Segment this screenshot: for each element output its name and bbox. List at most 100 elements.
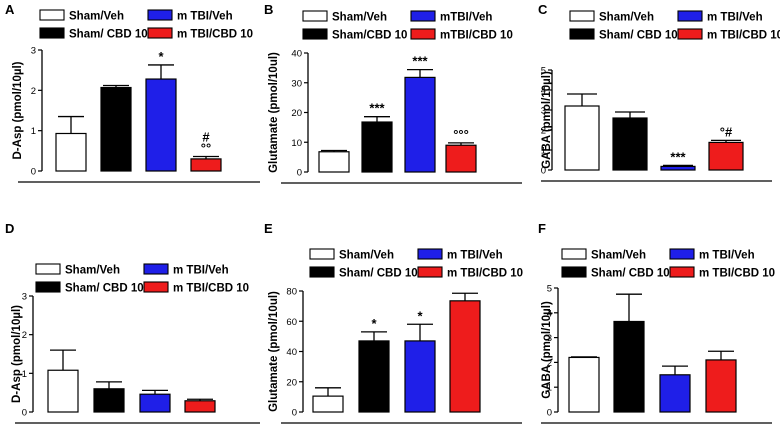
y-tick-label: 1 [541,146,546,157]
legend-label: m TBI/Veh [177,11,233,23]
y-tick-label: 5 [541,66,546,77]
legend-swatch [417,248,443,260]
significance-marker: * [158,49,164,64]
legend-label: mTBI/CBD 10 [440,30,513,42]
legend-swatch [309,266,335,278]
y-tick-label: 5 [547,284,552,295]
y-tick-label: 10 [291,138,302,149]
bar-1 [564,105,600,171]
legend-label: mTBI/Veh [440,12,492,24]
legend-swatch [143,263,169,275]
legend-swatch [569,10,595,22]
y-tick-label: 0 [547,408,552,419]
legend-label: Sham/ CBD 10 [65,283,144,295]
y-tick-label: 60 [286,317,297,328]
y-tick-label: 3 [31,46,36,57]
y-axis-label: GABA (pmol/10µl) [541,71,553,169]
y-tick-label: 4 [541,86,546,97]
panel-label: E [264,221,273,236]
panel-a: A D-Asp (pmol/10µl) 0 1 2 3 * # °° Sham/Veh m TBI/… [5,2,260,183]
significance-marker: *** [369,101,385,116]
legend-label: Sham/Veh [69,11,124,23]
y-tick-label: 80 [286,287,297,298]
bar-3 [145,78,177,172]
bar-3 [404,76,436,173]
y-tick-label: 1 [547,383,552,394]
bar-3 [404,340,436,413]
significance-marker: * [417,308,423,323]
y-tick-label: 3 [22,292,27,303]
legend-swatch [569,28,595,40]
legend-label: Sham/ CBD 10 [339,268,418,280]
legend-label: Sham/Veh [591,250,646,262]
y-axis-label: Glutamate (pmol/10ul) [268,291,280,412]
bar-4 [449,300,481,413]
bar-4 [190,158,222,172]
legend-label: m TBI/Veh [173,265,229,277]
panel-label: A [5,2,15,17]
legend-label: m TBI/CBD 10 [173,283,249,295]
legend-label: Sham/Veh [339,250,394,262]
y-tick-label: 0 [541,166,546,177]
bar-2 [93,388,125,413]
panel-f: F GABA (pmol/10µl) 0 1 2 3 4 5 Sham/Veh m TBI/Veh… [538,221,775,424]
significance-marker: *** [670,149,686,164]
legend-label: Sham/Veh [599,12,654,24]
legend-swatch [417,266,443,278]
y-tick-label: 20 [286,377,297,388]
legend-label: Sham/Veh [332,12,387,24]
legend-label: m TBI/CBD 10 [177,29,253,41]
y-tick-label: 2 [22,330,27,341]
legend-label: Sham/CBD 10 [332,30,407,42]
legend-swatch [677,10,703,22]
bar-1 [312,395,344,413]
legend-label: Sham/ CBD 10 [599,30,678,42]
y-axis-label: D-Asp (pmol/10µl) [12,61,24,159]
bar-3 [659,374,691,413]
legend-swatch [410,28,436,40]
y-tick-label: 0 [292,408,297,419]
legend: Sham/Veh mTBI/Veh Sham/CBD 10 mTBI/CBD 10 [302,10,513,42]
significance-marker: °# [720,124,733,139]
y-tick-label: 2 [31,86,36,97]
bar-4 [445,144,477,173]
y-tick-label: 40 [286,347,297,358]
legend-label: m TBI/Veh [447,250,503,262]
legend-swatch [669,248,695,260]
y-tick-label: 1 [22,369,27,380]
legend: Sham/Veh m TBI/Veh Sham/ CBD 10 m TBI/CBD 1… [35,263,249,295]
legend-swatch [35,263,61,275]
legend-swatch [147,27,173,39]
legend-swatch [309,248,335,260]
legend-swatch [669,266,695,278]
bar-2 [612,117,648,171]
y-tick-label: 20 [291,108,302,119]
legend-label: Sham/ CBD 10 [69,29,148,41]
bar-4 [708,141,744,171]
y-tick-label: 3 [541,106,546,117]
legend-label: m TBI/CBD 10 [447,268,523,280]
legend-swatch [410,10,436,22]
bar-3 [660,165,696,171]
legend-swatch [561,266,587,278]
y-axis-label: D-Asp (pmol/10µl) [11,305,23,403]
bar-2 [613,320,645,413]
legend-label: m TBI/Veh [707,12,763,24]
y-tick-label: 0 [31,167,36,178]
bar-1 [568,356,600,413]
legend-label: m TBI/CBD 10 [707,30,780,42]
legend: Sham/Veh m TBI/Veh Sham/ CBD 10 m TBI/CBD 1… [39,9,253,41]
y-tick-label: 4 [547,308,552,319]
panel-e: E Glutamate (pmol/10ul) 0 20 40 60 80 * * Sham/Ve… [264,221,523,424]
legend-swatch [39,9,65,21]
significance-marker: * [371,316,377,331]
y-axis-label: Glutamate (pmol/10ul) [268,52,280,173]
bar-4 [705,359,737,413]
panel-label: D [5,221,14,236]
bar-2 [358,340,390,413]
y-tick-label: 40 [291,49,302,60]
significance-marker: °°° [453,127,469,142]
panel-label: F [538,221,546,236]
